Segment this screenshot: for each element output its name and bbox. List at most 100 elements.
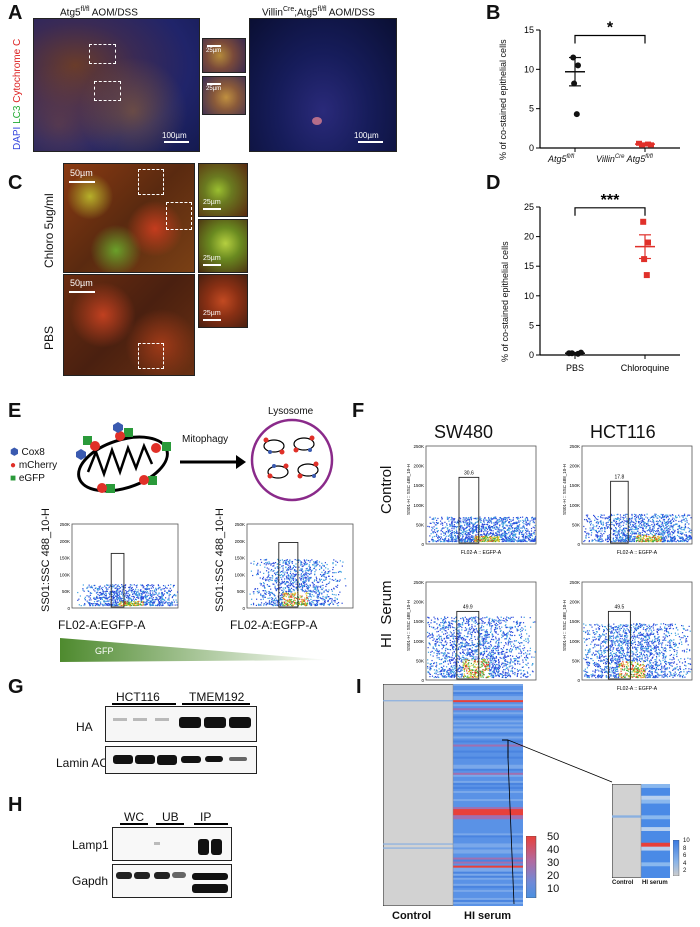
scale-bar: [358, 141, 383, 143]
square-icon: ■: [10, 473, 17, 484]
y-tick-label: 50K: [62, 589, 70, 594]
panel-b-scatter-chart: 0 5 10 15 *: [524, 20, 680, 153]
heatmap-cell: [453, 786, 523, 790]
panel-g-col1-label: HCT116: [116, 690, 160, 704]
heatmap-cell: [641, 791, 670, 797]
heatmap-cell: [453, 823, 523, 826]
y-tick-label: 250K: [413, 444, 424, 449]
heatmap-cell: [453, 730, 523, 733]
heatmap-cell: [453, 722, 523, 725]
y-tick-label: 100K: [413, 503, 424, 508]
heatmap-cell: [453, 901, 523, 905]
row-label-part: HI: [378, 633, 395, 648]
panel-g-blot-ha: [105, 706, 257, 742]
y-axis-label: SS01-H :: SSC 488_10-H: [406, 600, 411, 651]
title-sup: Cre: [282, 6, 295, 13]
legend-label: mCherry: [18, 460, 58, 471]
panel-f-row2-label: HI Serum: [378, 580, 395, 648]
colorbar-tick: 20: [547, 870, 560, 882]
event-cloud: [427, 616, 536, 679]
panel-i-inset-xlabel-hiserum: HI serum: [642, 880, 668, 886]
heatmap-cell: [641, 866, 670, 871]
heatmap-cell: [453, 865, 523, 869]
heatmap-cell: [453, 817, 523, 820]
gate-box: [610, 480, 629, 544]
y-tick-label: 200K: [235, 539, 245, 544]
heatmap-cell: [453, 764, 523, 768]
heatmap-cell: [453, 839, 523, 842]
heatmap-cell: [641, 838, 670, 844]
heatmap-cell: [453, 782, 523, 786]
panel-h-blot-gapdh: [112, 864, 232, 898]
heatmap-cell: [453, 780, 523, 784]
title-text: ;Atg5: [294, 7, 318, 19]
heatmap-cell: [453, 726, 523, 729]
y-tick-label: 200K: [569, 600, 580, 605]
plot-area: [425, 581, 537, 681]
data-point: [571, 80, 578, 87]
panel-c-inset-1: 25µm: [198, 163, 248, 217]
panel-f-col2-header: HCT116: [590, 422, 656, 442]
heatmap-cell: [453, 869, 523, 873]
y-tick-label: 50K: [416, 658, 424, 663]
divider: [182, 703, 250, 705]
panel-h-col-ip: IP: [200, 810, 212, 824]
y-tick-label: 50K: [572, 522, 580, 527]
panel-h-col-ub: UB: [162, 810, 179, 824]
heatmap-cell: [383, 847, 453, 849]
heatmap-cell: [641, 854, 670, 859]
xlabel-text: Villin: [596, 154, 615, 164]
heatmap-cell: [641, 823, 670, 828]
panel-h-row1-label: Lamp1: [72, 838, 109, 852]
heatmap-cell: [453, 853, 523, 857]
panel-i-colorbar-inset: [673, 840, 680, 876]
plot-area: [71, 523, 179, 609]
scale-bar: [69, 181, 95, 183]
y-tick-label: 0: [529, 143, 534, 153]
y-tick-label: 150K: [413, 483, 424, 488]
panel-i-heatmap-inset: [612, 784, 670, 878]
panel-a-left-micrograph: 100µm: [33, 18, 200, 152]
heatmap-cell: [453, 690, 523, 693]
divider: [194, 823, 228, 825]
gate-box: [110, 552, 125, 608]
y-tick-label: 15: [524, 25, 534, 35]
heatmap-cell: [453, 829, 523, 832]
panel-i-inset-xlabel-control: Control: [612, 880, 634, 886]
data-point: [645, 239, 651, 246]
heatmap-cell: [453, 756, 523, 760]
x-tick-label: PBS: [566, 363, 584, 373]
heatmap-cell: [453, 684, 523, 687]
x-axis-label: FL02-A :: EGFP-A: [617, 686, 658, 692]
colorbar-tick: 50: [547, 831, 560, 843]
heatmap-cell: [453, 698, 523, 701]
panel-a-stain-label: DAPI LC3 Cytochrome C: [12, 39, 23, 150]
heatmap-cell: [453, 712, 523, 715]
heatmap-cell: [453, 827, 523, 830]
heatmap-cell: [453, 899, 523, 903]
heatmap-cell: [453, 841, 523, 844]
heatmap-cell: [453, 889, 523, 893]
heatmap-cell: [453, 774, 523, 778]
heatmap-cell: [641, 842, 670, 848]
heatmap-cell: [453, 716, 523, 719]
heatmap-cell: [453, 825, 523, 828]
heatmap-cell: [453, 694, 523, 697]
hexagon-icon: ⬢: [10, 447, 19, 458]
y-tick-label: 50K: [237, 589, 245, 594]
heatmap-cell: [453, 835, 523, 838]
heatmap-cell: [453, 754, 523, 758]
panel-c-inset-2: 25µm: [198, 219, 248, 273]
y-tick-label: 0: [421, 678, 424, 683]
divider: [120, 823, 148, 825]
heatmap-cell: [641, 874, 670, 878]
data-point: [569, 350, 575, 357]
heatmap-cell: [453, 845, 523, 848]
heatmap-cell: [453, 877, 523, 881]
colorbar-tick: 4: [683, 860, 687, 867]
panel-letter-h: H: [8, 794, 23, 816]
legend-item: ● mCherry: [10, 459, 57, 472]
title-text: AOM/DSS: [326, 7, 375, 19]
scale-label: 25µm: [203, 310, 221, 317]
heatmap-cell: [453, 720, 523, 723]
